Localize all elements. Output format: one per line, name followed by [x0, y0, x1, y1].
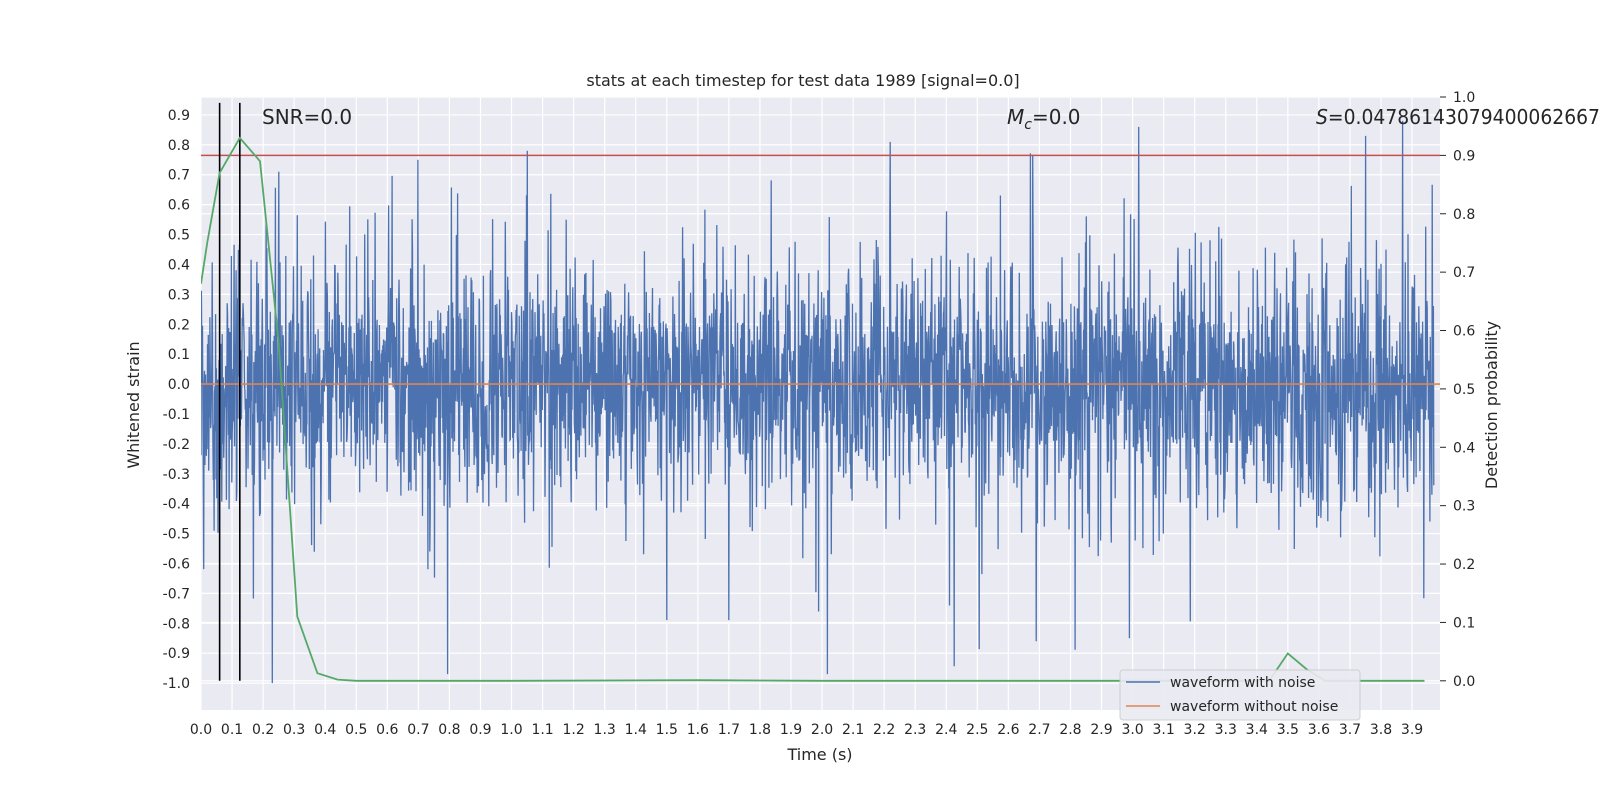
x-tick-label: 1.9 — [780, 722, 802, 738]
y-tick-label: -0.1 — [163, 407, 190, 423]
y-tick-label: -0.4 — [163, 497, 190, 513]
annotation-chirp-mass: Mc=0.0 — [1007, 105, 1081, 133]
y-tick-label: 0.1 — [168, 347, 190, 363]
annotation-s-value: =0.04786143079400062667 — [1328, 105, 1600, 129]
x-tick-label: 2.2 — [873, 722, 895, 738]
annotation-chirp-mass-subscript: c — [1024, 117, 1032, 133]
x-tick-label: 2.4 — [935, 722, 957, 738]
x-tick-label: 2.5 — [966, 722, 988, 738]
y-tick-label: -0.9 — [163, 646, 190, 662]
y2-tick-label: 0.5 — [1453, 382, 1475, 398]
x-tick-label: 0.3 — [283, 722, 305, 738]
y-tick-label: -0.3 — [163, 467, 190, 483]
x-tick-label: 2.0 — [811, 722, 833, 738]
annotation-s-symbol: S — [1316, 105, 1328, 129]
legend-box — [1119, 669, 1361, 721]
x-tick-label: 0.5 — [345, 722, 367, 738]
y-tick-label: -0.8 — [163, 616, 190, 632]
vertical-markers — [218, 102, 241, 681]
x-tick-label: 1.4 — [625, 722, 647, 738]
x-tick-label: 3.7 — [1339, 722, 1361, 738]
y-tick-label: 0.4 — [168, 257, 190, 273]
y2-axis-ticks: 1.0 0.9 0.8 0.7 0.6 0.5 0.4 0.3 0.2 0.1 0.0 — [1440, 90, 1475, 690]
x-tick-label: 2.8 — [1059, 722, 1081, 738]
y-tick-label: 0.9 — [168, 108, 190, 124]
y-tick-label: 0.3 — [168, 287, 190, 303]
y2-tick-label: 1.0 — [1453, 90, 1475, 106]
x-tick-label: 3.5 — [1277, 722, 1299, 738]
x-tick-label: 2.1 — [842, 722, 864, 738]
y-tick-label: -0.6 — [163, 556, 190, 572]
x-tick-label: 1.5 — [656, 722, 678, 738]
y-tick-label: 0.0 — [168, 377, 190, 393]
x-tick-label: 1.1 — [531, 722, 553, 738]
y-tick-label: 0.8 — [168, 138, 190, 154]
y-tick-label: -1.0 — [163, 676, 190, 692]
annotation-chirp-mass-value: =0.0 — [1032, 105, 1081, 129]
y-tick-label: -0.5 — [163, 527, 190, 543]
x-tick-label: 1.0 — [500, 722, 522, 738]
y-tick-label: 0.7 — [168, 168, 190, 184]
legend-label-clean: waveform without noise — [1170, 699, 1338, 715]
x-tick-label: 3.9 — [1401, 722, 1423, 738]
x-tick-label: 1.8 — [749, 722, 771, 738]
x-tick-label: 3.1 — [1152, 722, 1174, 738]
x-tick-label: 0.6 — [376, 722, 398, 738]
x-tick-label: 3.6 — [1308, 722, 1330, 738]
y-axis-label: Whitened strain — [124, 341, 143, 468]
legend-label-noise: waveform with noise — [1170, 675, 1315, 691]
x-tick-label: 3.8 — [1370, 722, 1392, 738]
y2-tick-label: 0.6 — [1453, 324, 1475, 340]
y-tick-label: 0.5 — [168, 228, 190, 244]
x-tick-label: 3.3 — [1215, 722, 1237, 738]
x-tick-label: 0.9 — [469, 722, 491, 738]
x-tick-label: 0.7 — [407, 722, 429, 738]
y2-tick-label: 0.4 — [1453, 440, 1475, 456]
y2-tick-label: 0.8 — [1453, 207, 1475, 223]
y2-tick-label: 0.3 — [1453, 499, 1475, 515]
x-tick-label: 0.4 — [314, 722, 336, 738]
x-tick-label: 3.2 — [1184, 722, 1206, 738]
x-tick-label: 2.9 — [1090, 722, 1112, 738]
series-detection-probability — [201, 136, 1425, 682]
annotation-s: S=0.04786143079400062667 — [1316, 105, 1600, 129]
x-tick-label: 1.2 — [562, 722, 584, 738]
x-tick-label: 2.7 — [1028, 722, 1050, 738]
x-axis-label: Time (s) — [786, 745, 852, 764]
legend: waveform with noise waveform without noi… — [1119, 669, 1361, 721]
x-tick-label: 3.4 — [1246, 722, 1268, 738]
x-tick-label: 0.0 — [190, 722, 212, 738]
x-axis-ticks: 0.0 0.1 0.2 0.3 0.4 0.5 0.6 0.7 0.8 0.9 1.0 1.1 1.2 1… — [190, 722, 1423, 738]
x-tick-label: 0.1 — [221, 722, 243, 738]
annotation-snr: SNR=0.0 — [262, 105, 352, 129]
y-tick-label: -0.7 — [163, 586, 190, 602]
y2-tick-label: 0.9 — [1453, 148, 1475, 164]
series-waveform-with-noise — [201, 120, 1435, 684]
chart-title: stats at each timestep for test data 198… — [586, 71, 1019, 90]
y-tick-label: 0.6 — [168, 198, 190, 214]
y2-tick-label: 0.1 — [1453, 615, 1475, 631]
y2-axis-label: Detection probability — [1482, 321, 1501, 489]
y2-tick-label: 0.2 — [1453, 557, 1475, 573]
annotation-chirp-mass-symbol: M — [1007, 105, 1024, 129]
x-tick-label: 2.3 — [904, 722, 926, 738]
y-axis-ticks: 0.9 0.8 0.7 0.6 0.5 0.4 0.3 0.2 0.1 0.0 -0.1 -0.2 -0… — [163, 108, 190, 692]
y-tick-label: 0.2 — [168, 317, 190, 333]
x-tick-label: 0.8 — [438, 722, 460, 738]
x-tick-label: 0.2 — [252, 722, 274, 738]
y-tick-label: -0.2 — [163, 437, 190, 453]
x-tick-label: 1.3 — [594, 722, 616, 738]
x-tick-label: 1.6 — [687, 722, 709, 738]
y2-tick-label: 0.7 — [1453, 265, 1475, 281]
x-tick-label: 1.7 — [718, 722, 740, 738]
y2-tick-label: 0.0 — [1453, 674, 1475, 690]
x-tick-label: 2.6 — [997, 722, 1019, 738]
x-tick-label: 3.0 — [1121, 722, 1143, 738]
